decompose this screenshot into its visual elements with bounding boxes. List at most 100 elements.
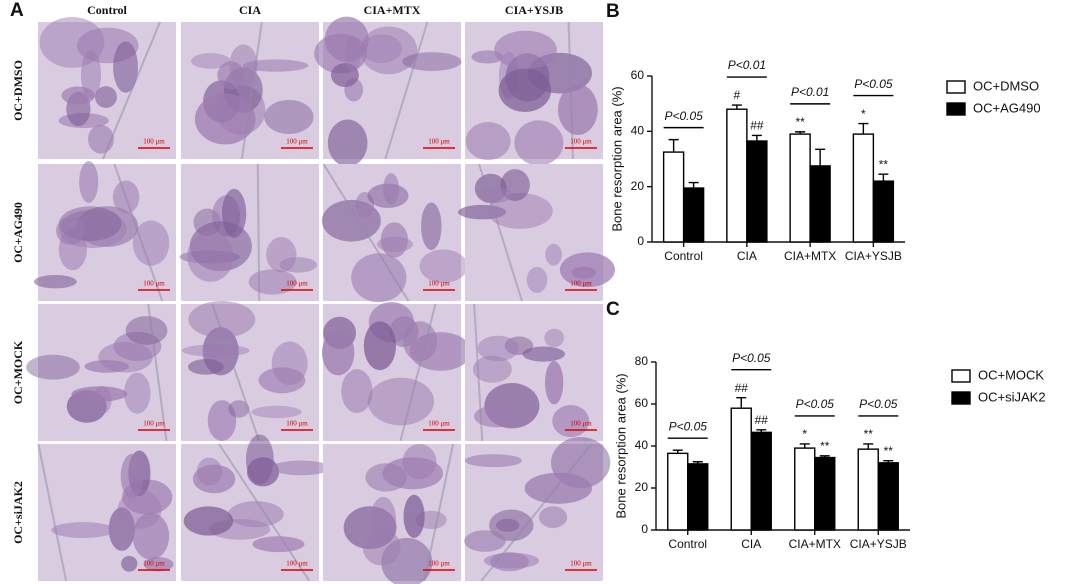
column-header: CIA xyxy=(239,3,261,17)
fiber xyxy=(113,163,164,302)
error-bar xyxy=(736,397,747,409)
micrograph: 100 μm xyxy=(38,16,176,160)
significance-mark: ## xyxy=(735,381,749,395)
column-header: CIA+MTX xyxy=(364,3,421,17)
bar xyxy=(814,456,836,531)
scale-bar-label: 100 μm xyxy=(143,280,165,288)
stain-blob xyxy=(258,367,306,394)
fiber xyxy=(256,163,261,302)
legend-label: OC+AG490 xyxy=(973,100,1041,115)
stain-blob xyxy=(279,257,317,273)
stain-blob xyxy=(143,557,174,572)
comparison-label: P<0.05 xyxy=(859,397,898,411)
error-bar xyxy=(731,104,742,110)
bar xyxy=(789,133,811,243)
stain-blob xyxy=(365,463,407,492)
error-bar xyxy=(878,173,889,182)
fiber xyxy=(478,163,523,302)
legend-swatch xyxy=(951,391,971,405)
stain-blob xyxy=(473,405,518,428)
stain-blob xyxy=(245,434,274,485)
stain-blob xyxy=(248,269,297,295)
stain-blob xyxy=(327,119,368,167)
y-tick-label: 0 xyxy=(637,234,644,248)
scale-bar-label: 100 μm xyxy=(570,280,592,288)
stain-blob xyxy=(251,405,302,419)
legend-swatch xyxy=(946,102,966,116)
stain-blob xyxy=(264,99,314,135)
bar xyxy=(687,463,709,531)
error-bar xyxy=(672,449,683,454)
fiber xyxy=(384,21,429,160)
comparison-label: P<0.05 xyxy=(664,109,703,123)
significance-mark: * xyxy=(802,427,807,441)
bar xyxy=(809,165,831,243)
stain-blob xyxy=(472,355,512,383)
scale-bar-label: 100 μm xyxy=(570,138,592,146)
stain-blob xyxy=(524,472,593,504)
stain-blob xyxy=(322,330,355,376)
x-tick-label: Control xyxy=(668,537,707,551)
scale-bar-label: 100 μm xyxy=(143,560,165,568)
x-tick-label: CIA xyxy=(737,249,757,263)
micrograph: 100 μm xyxy=(37,443,176,582)
scale-bar-label: 100 μm xyxy=(143,138,165,146)
stain-blob xyxy=(363,321,397,371)
bar xyxy=(682,187,705,243)
fiber xyxy=(147,303,168,442)
micrograph: 100 μm xyxy=(458,163,615,302)
stain-blob xyxy=(403,494,425,538)
stain-blob xyxy=(188,359,224,375)
legend-label: OC+DMSO xyxy=(973,78,1039,93)
y-tick-label: 20 xyxy=(635,480,649,494)
scale-bar-label: 100 μm xyxy=(570,420,592,428)
significance-mark: ** xyxy=(864,427,874,441)
scale-bar-label: 100 μm xyxy=(570,560,592,568)
micrograph: 100 μm xyxy=(464,437,611,582)
row-label: OC+DMSO xyxy=(11,60,25,121)
stain-blob xyxy=(132,512,170,560)
stain-blob xyxy=(464,454,523,468)
fiber xyxy=(473,303,484,442)
significance-mark: ## xyxy=(755,413,769,427)
bar xyxy=(726,108,748,243)
stain-blob xyxy=(188,300,256,338)
error-bar xyxy=(819,455,830,458)
stain-blob xyxy=(51,522,116,538)
bar xyxy=(857,448,879,531)
stain-blob xyxy=(544,328,565,348)
stain-blob xyxy=(362,528,401,566)
legend-swatch xyxy=(946,80,966,94)
micrograph: 100 μm xyxy=(314,16,462,167)
stain-blob xyxy=(478,186,513,203)
stain-blob xyxy=(351,253,407,303)
panel-label: A xyxy=(10,0,24,21)
scale-bar-label: 100 μm xyxy=(286,138,308,146)
comparison-label: P<0.01 xyxy=(728,58,766,72)
stain-blob xyxy=(465,122,511,161)
fiber xyxy=(399,303,437,442)
stain-blob xyxy=(487,193,553,229)
stain-blob xyxy=(192,464,236,494)
fiber xyxy=(240,21,263,160)
comparison-label: P<0.05 xyxy=(854,77,893,91)
stain-blob xyxy=(344,36,361,74)
bar xyxy=(730,407,752,531)
bar xyxy=(872,180,895,243)
stain-blob xyxy=(125,316,168,345)
error-bar xyxy=(858,122,869,135)
error-bar xyxy=(692,461,703,464)
bar xyxy=(667,452,689,531)
stain-blob xyxy=(324,16,369,62)
significance-mark: ## xyxy=(750,119,764,133)
stain-blob xyxy=(190,53,231,69)
stain-blob xyxy=(477,335,519,362)
bar xyxy=(750,431,772,531)
micrograph: 100 μm xyxy=(465,21,603,166)
stain-blob xyxy=(464,530,506,552)
stain-blob xyxy=(56,216,86,245)
stain-blob xyxy=(403,321,438,362)
significance-mark: ** xyxy=(884,444,894,458)
stain-blob xyxy=(228,400,250,418)
